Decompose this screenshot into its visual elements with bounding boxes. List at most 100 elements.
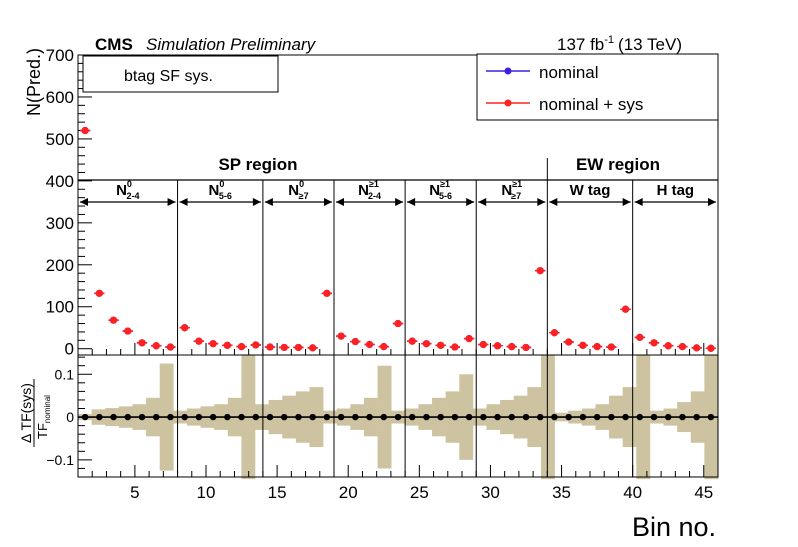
data-point <box>636 333 644 341</box>
region-bin-label: N0 2-4 <box>116 179 139 201</box>
region-bin-base: W tag <box>570 182 611 199</box>
ratio-point <box>110 413 117 421</box>
region-bin-sup: ≥1 <box>512 179 522 189</box>
legend-nominal-label: nominal <box>539 63 599 82</box>
data-point <box>422 340 431 348</box>
region-bin-base: N <box>429 182 440 199</box>
ratio-y-tick-label: 0 <box>66 409 74 425</box>
ratio-point <box>707 413 715 421</box>
data-point <box>152 342 160 350</box>
region-arrow-head-right <box>252 198 261 206</box>
region-bin-sup: ≥1 <box>440 179 450 189</box>
ratio-point <box>650 413 658 421</box>
ratio-point <box>494 413 501 421</box>
ratio-point <box>679 413 686 421</box>
ratio-point <box>209 413 217 421</box>
region-bin-sup: 0 <box>219 179 224 189</box>
ratio-y-denominator-base: TF <box>35 423 50 439</box>
ratio-point <box>252 413 259 421</box>
ratio-point <box>565 413 572 421</box>
region-bin-base: N <box>209 182 220 199</box>
data-point <box>607 343 615 351</box>
ratio-y-numerator: Δ TF(sys) <box>18 383 34 443</box>
ratio-point <box>195 413 203 421</box>
data-point <box>195 337 203 345</box>
ratio-y-tick-label: −0.1 <box>46 452 74 468</box>
ratio-point <box>181 413 188 421</box>
yield-frame <box>77 54 719 356</box>
data-point <box>138 339 146 347</box>
ratio-point <box>508 413 515 421</box>
region-arrow-head-right <box>324 198 332 206</box>
legend-sys-marker <box>504 99 512 107</box>
data-point <box>621 305 630 313</box>
region-arrow-head-right <box>466 198 475 206</box>
x-tick-label: 35 <box>552 483 571 502</box>
ratio-y-denominator-sub: nominal <box>43 395 52 423</box>
ratio-point <box>281 413 288 421</box>
ratio-point <box>380 413 387 421</box>
data-point <box>280 343 288 352</box>
data-point <box>252 341 260 349</box>
ratio-point <box>394 413 402 421</box>
region-bin-label: N≥1 ≥7 <box>501 179 522 201</box>
region-arrow-head-left <box>634 198 643 206</box>
ratio-point <box>622 413 629 421</box>
legend-box <box>476 53 719 121</box>
region-bin-labels: N0 2-4 N0 5-6 N0 ≥7 N≥1 2-4 N≥1 5-6 N≥1 ≥7 W tag H ta… <box>116 179 694 201</box>
region-bin-sup: 0 <box>127 179 132 189</box>
data-point <box>166 343 175 351</box>
data-point <box>508 343 516 351</box>
y-axis-title: N(Pred.) <box>24 48 44 116</box>
ratio-point <box>352 413 359 421</box>
ratio-y-axis-title: Δ TF(sys) TFnominal <box>18 379 52 447</box>
data-point <box>565 338 573 346</box>
data-point <box>493 342 502 350</box>
data-point <box>95 289 103 297</box>
x-tick-label: 5 <box>130 483 139 502</box>
data-point <box>579 341 587 349</box>
ratio-point <box>451 413 459 421</box>
region-bin-base: N <box>116 182 127 199</box>
region-bin-base: N <box>288 182 299 199</box>
data-point <box>309 344 317 352</box>
region-bin-sub: 5-6 <box>439 191 452 201</box>
region-bin-label: N≥1 2-4 <box>358 179 381 201</box>
data-point <box>536 267 544 275</box>
ratio-point <box>366 413 373 421</box>
region-arrow-head-left <box>549 198 558 206</box>
region-arrow-head-left <box>179 198 188 206</box>
data-point <box>323 289 331 297</box>
ratio-point <box>593 413 601 421</box>
region-bin-base: N <box>501 182 512 199</box>
data-point <box>365 340 374 349</box>
x-tick-label: 40 <box>623 483 642 502</box>
region-bin-label: N≥1 5-6 <box>429 179 452 201</box>
ratio-point <box>96 413 103 421</box>
region-arrow-head-right <box>167 198 176 206</box>
ratio-point <box>636 413 643 421</box>
data-point <box>266 343 274 351</box>
x-tick-label: 20 <box>339 483 358 502</box>
y-tick-label: 400 <box>46 172 74 191</box>
data-point <box>593 343 601 351</box>
region-arrow-head-left <box>80 198 88 206</box>
lumi-value: 137 fb <box>557 35 604 54</box>
region-bin-base: H tag <box>657 182 695 199</box>
ratio-point <box>537 413 544 421</box>
region-bin-sub: 2-4 <box>126 191 139 201</box>
ratio-point <box>238 413 245 421</box>
data-point <box>223 341 231 349</box>
data-point <box>394 319 402 328</box>
x-tick-label: 15 <box>268 483 287 502</box>
ratio-point <box>480 413 487 421</box>
y-tick-label: 300 <box>46 214 74 233</box>
data-point <box>664 342 672 350</box>
data-point <box>707 344 715 352</box>
ratio-point <box>437 413 444 421</box>
region-bin-sub: ≥7 <box>511 191 521 201</box>
region-bin-sub: 5-6 <box>219 191 232 201</box>
region-bin-base: N <box>358 182 369 199</box>
ratio-point <box>138 413 146 421</box>
region-arrow-head-left <box>336 198 344 206</box>
